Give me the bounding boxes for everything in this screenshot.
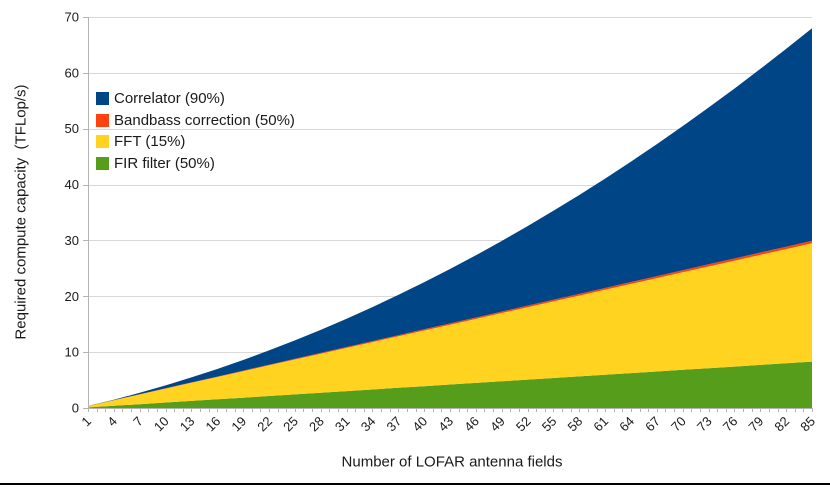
- x-tick-label-4: 4: [104, 414, 120, 430]
- x-tick-label-31: 31: [332, 414, 353, 435]
- y-axis-title: Required compute capacity (TFLop/s): [12, 84, 30, 340]
- x-tick-label-19: 19: [228, 414, 249, 435]
- x-tick-label-10: 10: [151, 414, 172, 435]
- x-tick-label-49: 49: [487, 414, 508, 435]
- legend-item-fft: FFT (15%): [96, 131, 295, 153]
- x-tick-label-40: 40: [409, 414, 430, 435]
- legend-swatch-fir-filter: [96, 156, 109, 170]
- x-tick-label-25: 25: [280, 414, 301, 435]
- legend-item-bandbass-correction: Bandbass correction (50%): [96, 110, 295, 132]
- x-tick-label-1: 1: [78, 414, 94, 430]
- area-fir-filter: [88, 361, 812, 408]
- x-tick-label-79: 79: [746, 414, 767, 435]
- x-tick-label-67: 67: [642, 414, 663, 435]
- x-tick-label-34: 34: [358, 414, 379, 435]
- x-tick-label-76: 76: [720, 414, 741, 435]
- x-axis-title: Number of LOFAR antenna fields: [341, 453, 563, 471]
- x-tick-label-28: 28: [306, 414, 327, 435]
- area-correlator: [88, 28, 812, 406]
- y-tick-label-10: 10: [65, 345, 79, 360]
- y-tick-label-70: 70: [65, 10, 79, 25]
- x-tick-label-55: 55: [539, 414, 560, 435]
- x-tick-label-43: 43: [435, 414, 456, 435]
- x-tick-label-73: 73: [694, 414, 715, 435]
- legend-label-fft: FFT (15%): [114, 133, 186, 151]
- x-tick-label-37: 37: [384, 414, 405, 435]
- y-tick-label-40: 40: [65, 177, 79, 192]
- legend-item-correlator: Correlator (90%): [96, 88, 295, 110]
- x-tick-label-46: 46: [461, 414, 482, 435]
- y-tick-label-30: 30: [65, 233, 79, 248]
- bottom-divider-line: [0, 483, 830, 485]
- x-tick-label-61: 61: [590, 414, 611, 435]
- x-tick-label-82: 82: [771, 414, 792, 435]
- x-tick-label-22: 22: [254, 414, 275, 435]
- area-bandbass-correction: [88, 240, 812, 406]
- x-tick-label-13: 13: [177, 414, 198, 435]
- y-tick-label-60: 60: [65, 65, 79, 80]
- y-tick-label-50: 50: [65, 121, 79, 136]
- x-tick-label-16: 16: [203, 414, 224, 435]
- legend-label-correlator: Correlator (90%): [114, 90, 225, 108]
- x-tick-label-85: 85: [797, 414, 818, 435]
- legend-label-fir-filter: FIR filter (50%): [114, 154, 215, 172]
- legend-swatch-correlator: [96, 92, 109, 106]
- x-tick-label-70: 70: [668, 414, 689, 435]
- legend-swatch-bandbass-correction: [96, 113, 109, 127]
- legend: Correlator (90%) Bandbass correction (50%…: [96, 88, 295, 174]
- area-fft: [88, 243, 812, 408]
- x-tick-label-64: 64: [616, 414, 637, 435]
- x-tick-label-58: 58: [565, 414, 586, 435]
- y-tick-label-0: 0: [72, 401, 79, 416]
- x-tick-label-7: 7: [130, 414, 146, 430]
- legend-swatch-fft: [96, 135, 109, 149]
- legend-item-fir-filter: FIR filter (50%): [96, 153, 295, 175]
- y-tick-label-20: 20: [65, 289, 79, 304]
- x-tick-label-52: 52: [513, 414, 534, 435]
- legend-label-bandbass-correction: Bandbass correction (50%): [114, 111, 295, 129]
